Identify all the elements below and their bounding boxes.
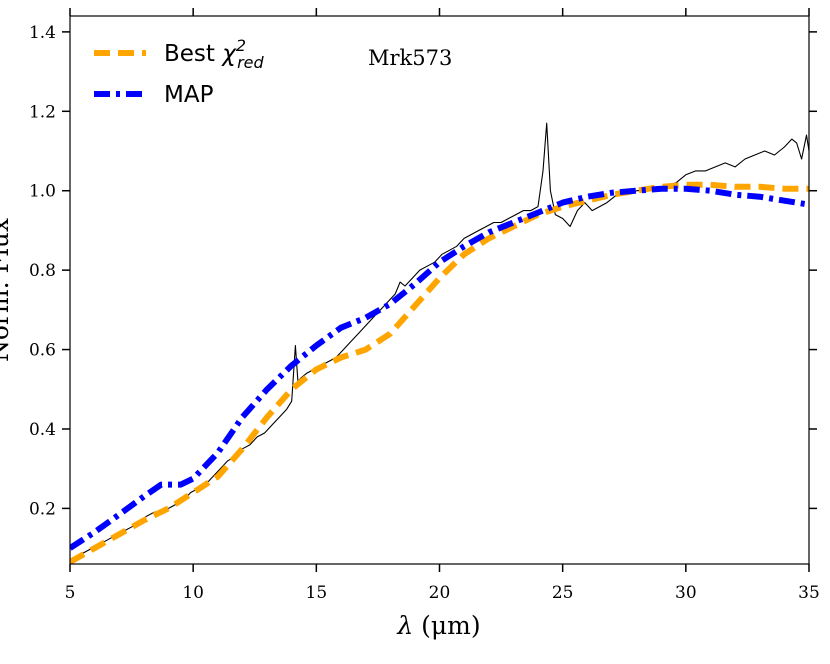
x-tick-label-0: 5	[65, 583, 76, 603]
legend: Best χ2 red MAP	[94, 36, 264, 108]
y-tick-label-2: 0.6	[29, 341, 56, 361]
x-tick-label-4: 25	[552, 583, 574, 603]
y-tick-label-1: 0.4	[29, 420, 56, 440]
y-tick-label-6: 1.4	[29, 23, 56, 43]
plot-area	[70, 16, 809, 564]
legend-label-best: Best χ2 red	[164, 36, 264, 72]
x-axis-label: λ (μm)	[396, 611, 480, 640]
series-layer	[70, 122, 809, 564]
y-tick-label-4: 1.0	[29, 182, 56, 202]
y-axis-label: Norm. Flux	[0, 218, 14, 362]
x-tick-label-1: 10	[182, 583, 204, 603]
x-tick-label-3: 20	[429, 583, 451, 603]
x-tick-label-2: 15	[306, 583, 328, 603]
object-annotation: Mrk573	[368, 46, 452, 70]
tick-layer: 5 10 15 20 25 30 35 0.2 0.4 0.6 0.8 1.0 1.2 1.4	[29, 8, 820, 603]
y-tick-label-3: 0.8	[29, 261, 56, 281]
x-tick-label-5: 30	[675, 583, 697, 603]
y-tick-label-0: 0.2	[29, 499, 56, 519]
series-line-2	[70, 185, 809, 551]
y-tick-label-5: 1.2	[29, 102, 56, 122]
x-tick-label-6: 35	[798, 583, 820, 603]
legend-label-map: MAP	[164, 82, 214, 108]
